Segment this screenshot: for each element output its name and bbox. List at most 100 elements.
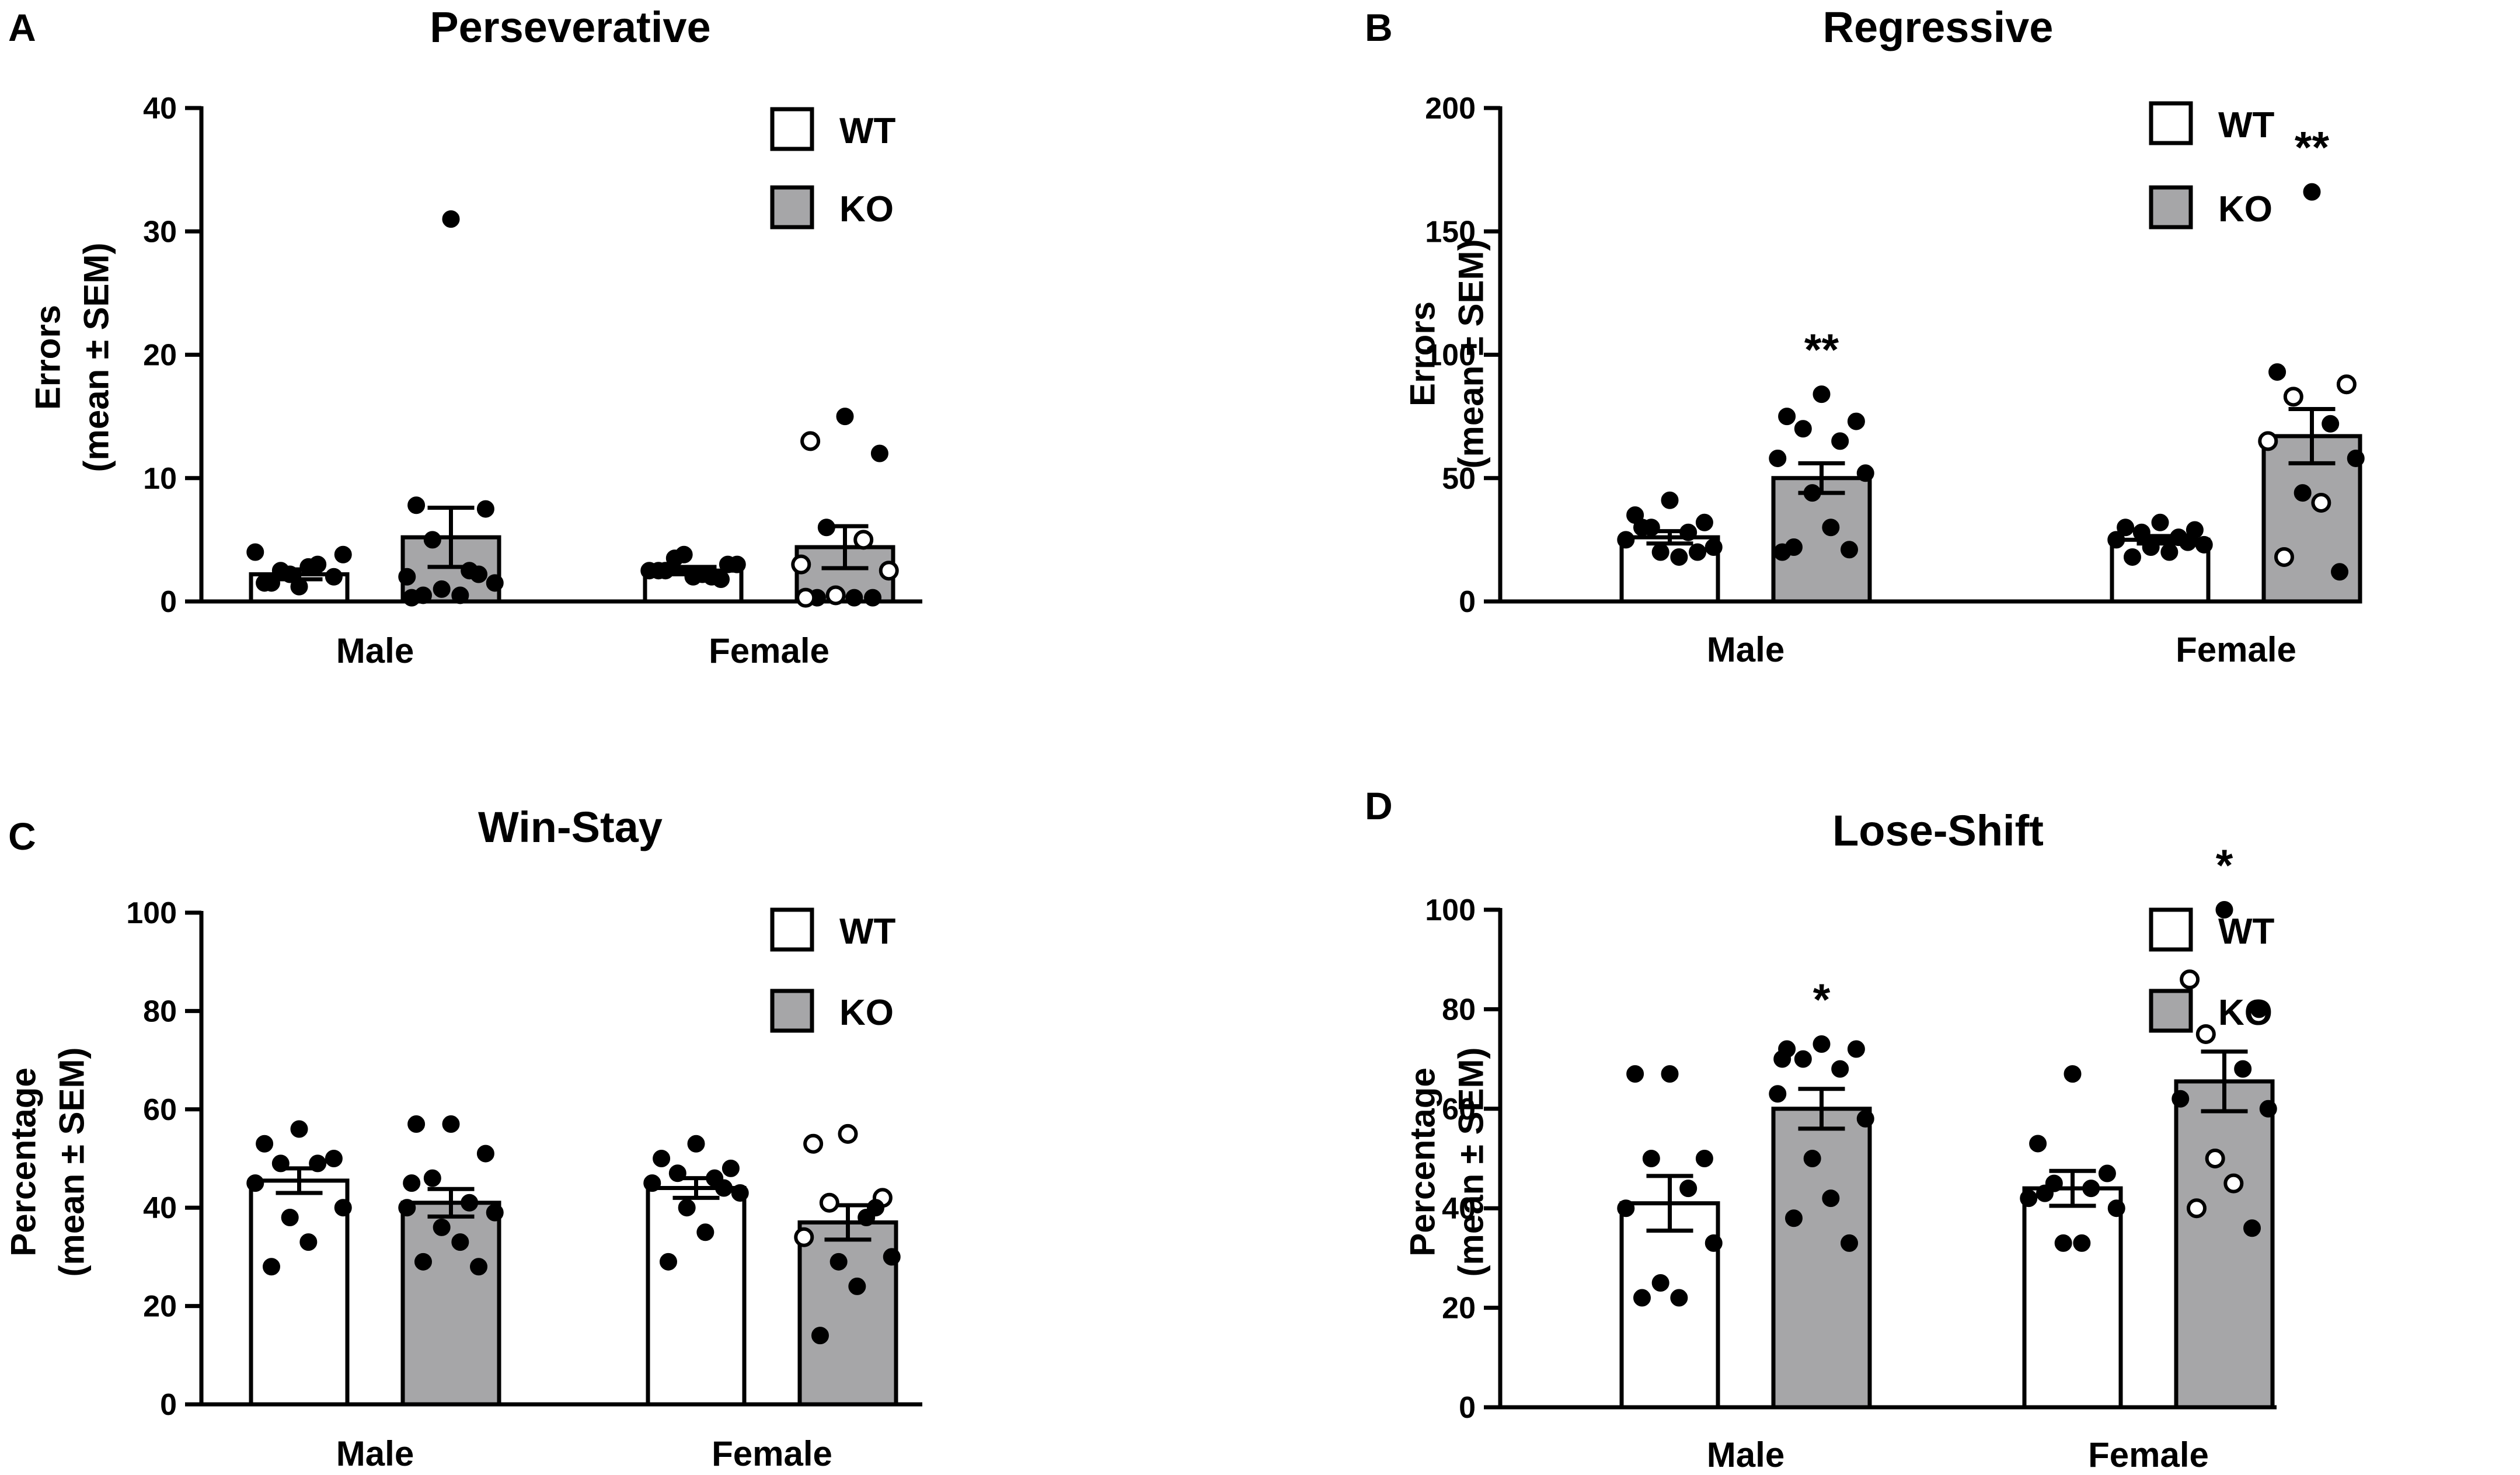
data-point xyxy=(414,1253,432,1271)
legend-swatch-ko xyxy=(2149,989,2193,1033)
data-point xyxy=(1633,519,1651,537)
data-point xyxy=(2234,1060,2252,1078)
data-point xyxy=(403,1174,421,1192)
panel-letter: D xyxy=(1365,784,1393,827)
data-point xyxy=(299,1233,318,1251)
data-point xyxy=(1661,1065,1679,1083)
data-point xyxy=(1841,541,1859,559)
bar-wt-male xyxy=(1619,1201,1720,1410)
y-axis-label-units: (mean ± SEM) xyxy=(77,243,116,472)
data-point xyxy=(433,1218,451,1236)
y-tick-label: 100 xyxy=(126,896,177,930)
y-axis-label: Errors xyxy=(29,305,68,410)
significance-marker: ** xyxy=(1804,325,1839,375)
y-tick-label: 10 xyxy=(143,462,177,496)
legend-swatch-ko xyxy=(2149,185,2193,229)
data-point xyxy=(2029,1135,2047,1153)
data-point xyxy=(1642,1150,1660,1167)
legend-swatch-wt xyxy=(2149,101,2193,145)
y-tick-label: 20 xyxy=(143,339,177,373)
data-point xyxy=(1617,1199,1635,1217)
data-point xyxy=(334,1199,352,1217)
x-category-label: Female xyxy=(712,1434,832,1473)
data-point xyxy=(696,1223,714,1241)
bar-ko-male xyxy=(400,1201,501,1407)
data-point xyxy=(2107,1199,2125,1217)
data-point xyxy=(1847,412,1865,430)
data-point xyxy=(817,519,835,537)
data-point xyxy=(712,570,730,588)
data-point xyxy=(486,574,504,592)
data-point xyxy=(2347,449,2365,467)
data-point xyxy=(825,585,846,606)
data-point xyxy=(656,562,674,580)
data-point xyxy=(2294,484,2312,502)
data-point xyxy=(470,1258,488,1276)
data-point xyxy=(1813,1035,1831,1053)
legend-swatch-wt xyxy=(770,107,814,151)
legend-label-ko: KO xyxy=(839,993,894,1033)
data-point xyxy=(653,1150,671,1167)
legend-label-ko: KO xyxy=(839,189,894,229)
data-point xyxy=(325,1150,343,1167)
x-category-label: Female xyxy=(2088,1435,2209,1474)
data-point xyxy=(1856,464,1874,482)
data-point xyxy=(1626,1065,1644,1083)
legend-swatch-ko xyxy=(770,185,814,229)
data-point xyxy=(1695,513,1713,531)
data-point xyxy=(403,589,421,607)
data-point xyxy=(1651,1274,1669,1292)
x-category-label: Male xyxy=(1707,1435,1784,1474)
data-point xyxy=(2195,535,2213,554)
data-point xyxy=(281,565,299,583)
data-point xyxy=(281,1209,299,1227)
panel-letter: C xyxy=(8,815,36,858)
data-point xyxy=(848,1277,866,1295)
data-point xyxy=(334,545,352,563)
bar-ko-female xyxy=(2174,1079,2275,1410)
chart-title: Perseverative xyxy=(430,3,710,51)
data-point xyxy=(290,578,308,596)
data-point xyxy=(693,565,712,583)
legend-label-ko: KO xyxy=(2218,189,2272,229)
data-point xyxy=(2151,513,2169,531)
y-tick-label: 40 xyxy=(1442,1192,1476,1226)
data-point xyxy=(728,555,746,573)
data-point xyxy=(829,1253,848,1271)
data-point xyxy=(423,1169,441,1187)
data-point xyxy=(2082,1180,2100,1198)
legend-label-ko: KO xyxy=(2218,993,2272,1033)
data-point xyxy=(1679,1180,1698,1198)
data-point xyxy=(811,1327,829,1345)
data-point xyxy=(2054,1234,2072,1252)
y-tick-label: 0 xyxy=(1459,1391,1476,1425)
data-point xyxy=(1689,543,1707,561)
data-point xyxy=(800,431,821,451)
data-point xyxy=(1769,449,1787,467)
data-point xyxy=(256,1135,274,1153)
y-tick-label: 40 xyxy=(143,1191,177,1225)
y-tick-label: 0 xyxy=(160,1388,177,1422)
data-point xyxy=(819,1192,839,1213)
data-point xyxy=(476,1144,494,1163)
data-point xyxy=(246,543,264,561)
panel-c: C Win-Stay Percentage (mean ± SEM) 0 20 40 60 80… xyxy=(4,803,922,1473)
legend-swatch-ko xyxy=(770,989,814,1033)
data-point xyxy=(2195,1024,2216,1044)
data-point xyxy=(659,1253,677,1271)
data-point xyxy=(407,1115,426,1133)
data-point xyxy=(731,1184,749,1202)
data-point xyxy=(451,1233,469,1251)
y-axis-label: Errors xyxy=(1403,301,1442,406)
panel-letter: A xyxy=(8,6,36,49)
data-point xyxy=(398,1199,416,1217)
data-point xyxy=(433,580,451,598)
y-axis-label: Percentage xyxy=(1403,1067,1442,1257)
data-point xyxy=(2274,547,2294,567)
y-tick-label: 80 xyxy=(143,994,177,1028)
data-point xyxy=(1651,543,1669,561)
data-point xyxy=(1822,1189,1840,1208)
chart-title: Regressive xyxy=(1823,3,2054,51)
y-tick-label: 60 xyxy=(1442,1093,1476,1126)
legend-swatch-wt xyxy=(770,907,814,952)
